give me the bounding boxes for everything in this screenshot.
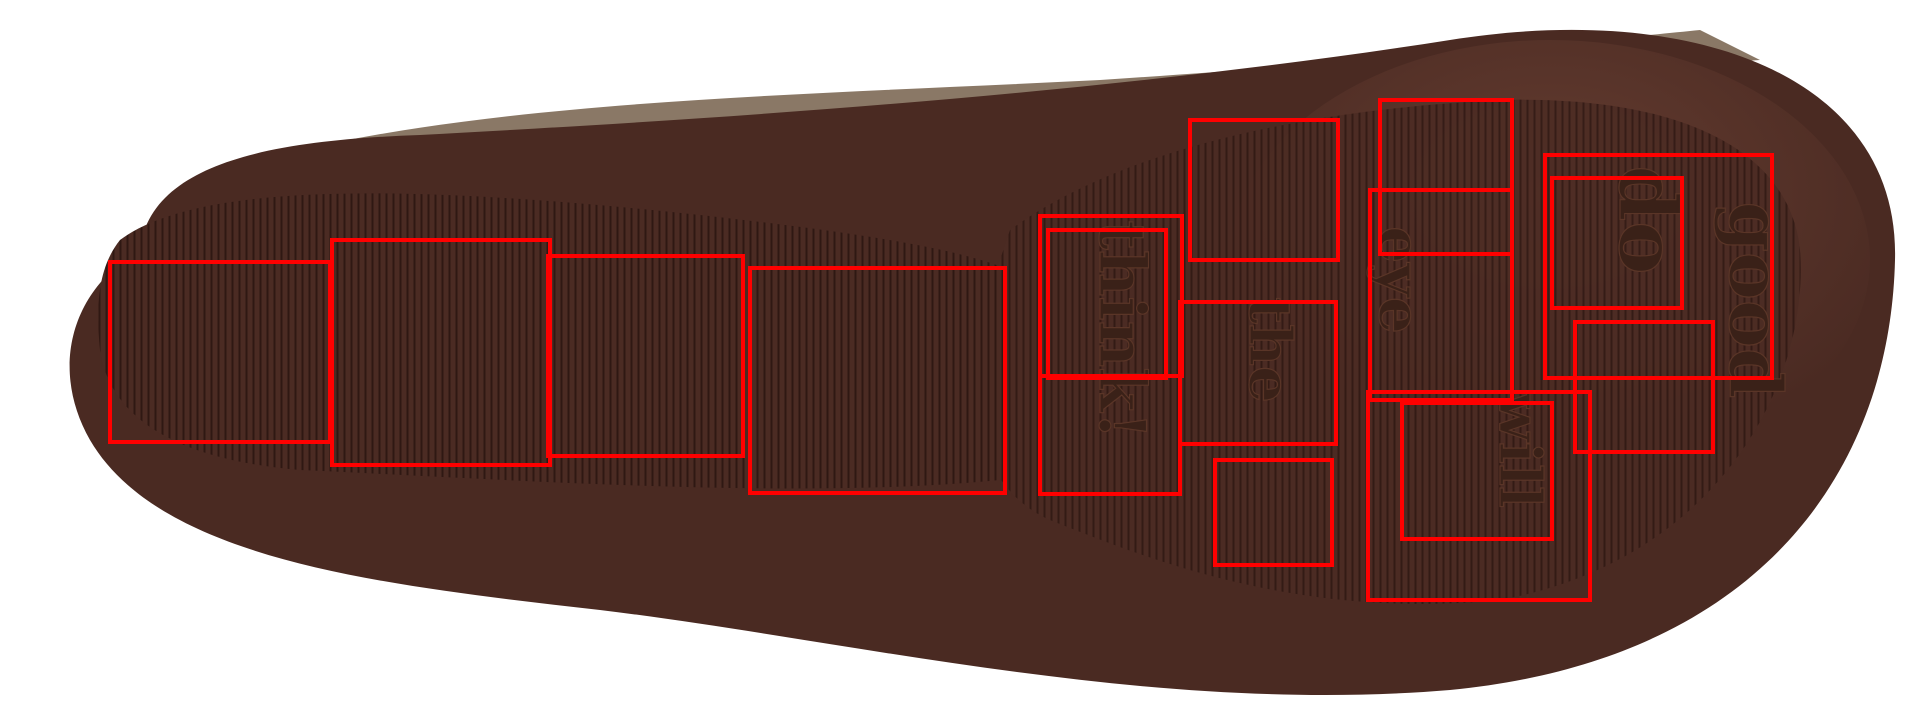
sole-word-3: eye	[1366, 226, 1434, 334]
sole-word-5: do	[1601, 165, 1695, 274]
annotation-boxes	[108, 98, 1774, 602]
sole-word-2: the	[1236, 297, 1304, 403]
sole-word-6: good	[1713, 202, 1798, 399]
annotation-box	[1368, 188, 1514, 402]
annotation-box	[546, 254, 745, 458]
annotation-box	[1378, 98, 1514, 256]
annotation-box	[1178, 300, 1338, 446]
sole-word-4: will	[1486, 391, 1554, 508]
annotation-box	[1213, 458, 1334, 567]
sole-word-1: think!	[1084, 220, 1159, 439]
sole-lettering: think! the eye will do good	[1083, 165, 1798, 509]
annotation-box	[1400, 401, 1554, 541]
annotation-box	[1366, 390, 1592, 602]
annotation-box	[748, 266, 1007, 495]
annotation-box	[1550, 176, 1684, 310]
annotation-box	[1543, 153, 1774, 380]
annotation-box	[1188, 118, 1340, 262]
tread-forefoot	[98, 193, 1011, 489]
annotation-box	[1573, 320, 1715, 454]
